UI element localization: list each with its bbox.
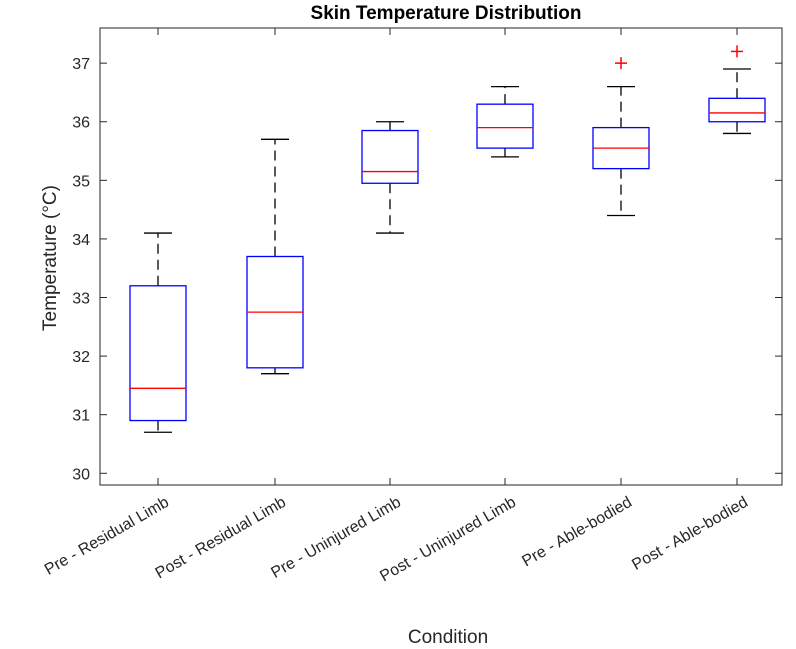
chart-title: Skin Temperature Distribution — [311, 3, 582, 24]
y-tick-label: 33 — [72, 291, 90, 308]
iqr-box — [476, 103, 534, 149]
y-tick-label: 36 — [72, 115, 90, 132]
y-tick-label: 34 — [72, 232, 90, 249]
y-axis-label: Temperature (°C) — [40, 185, 61, 331]
iqr-box — [361, 129, 419, 184]
iqr-box — [708, 97, 766, 123]
y-tick-label: 37 — [72, 56, 90, 73]
outlier-marker — [731, 45, 743, 58]
y-tick-label: 32 — [72, 349, 90, 366]
y-tick-label: 35 — [72, 173, 90, 190]
iqr-box — [129, 285, 187, 422]
y-tick-label: 31 — [72, 408, 90, 425]
outlier-marker — [615, 57, 627, 70]
axes-frame — [99, 27, 783, 486]
y-tick-label: 30 — [72, 466, 90, 483]
x-axis-label: Condition — [408, 627, 488, 648]
